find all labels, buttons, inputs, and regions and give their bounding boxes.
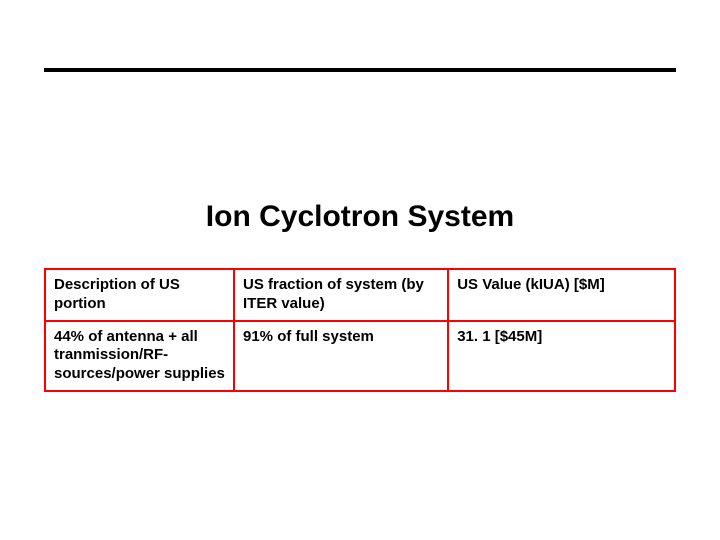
page-title: Ion Cyclotron System xyxy=(0,200,720,234)
top-divider xyxy=(44,68,676,72)
col-header-value: US Value (kIUA) [$M] xyxy=(448,269,675,321)
data-table-container: Description of US portion US fraction of… xyxy=(44,268,676,392)
table-header-row: Description of US portion US fraction of… xyxy=(45,269,675,321)
data-table: Description of US portion US fraction of… xyxy=(44,268,676,392)
table-row: 44% of antenna + all tranmission/RF-sour… xyxy=(45,321,675,391)
cell-value: 31. 1 [$45M] xyxy=(448,321,675,391)
cell-description: 44% of antenna + all tranmission/RF-sour… xyxy=(45,321,234,391)
col-header-fraction: US fraction of system (by ITER value) xyxy=(234,269,448,321)
cell-fraction: 91% of full system xyxy=(234,321,448,391)
col-header-description: Description of US portion xyxy=(45,269,234,321)
